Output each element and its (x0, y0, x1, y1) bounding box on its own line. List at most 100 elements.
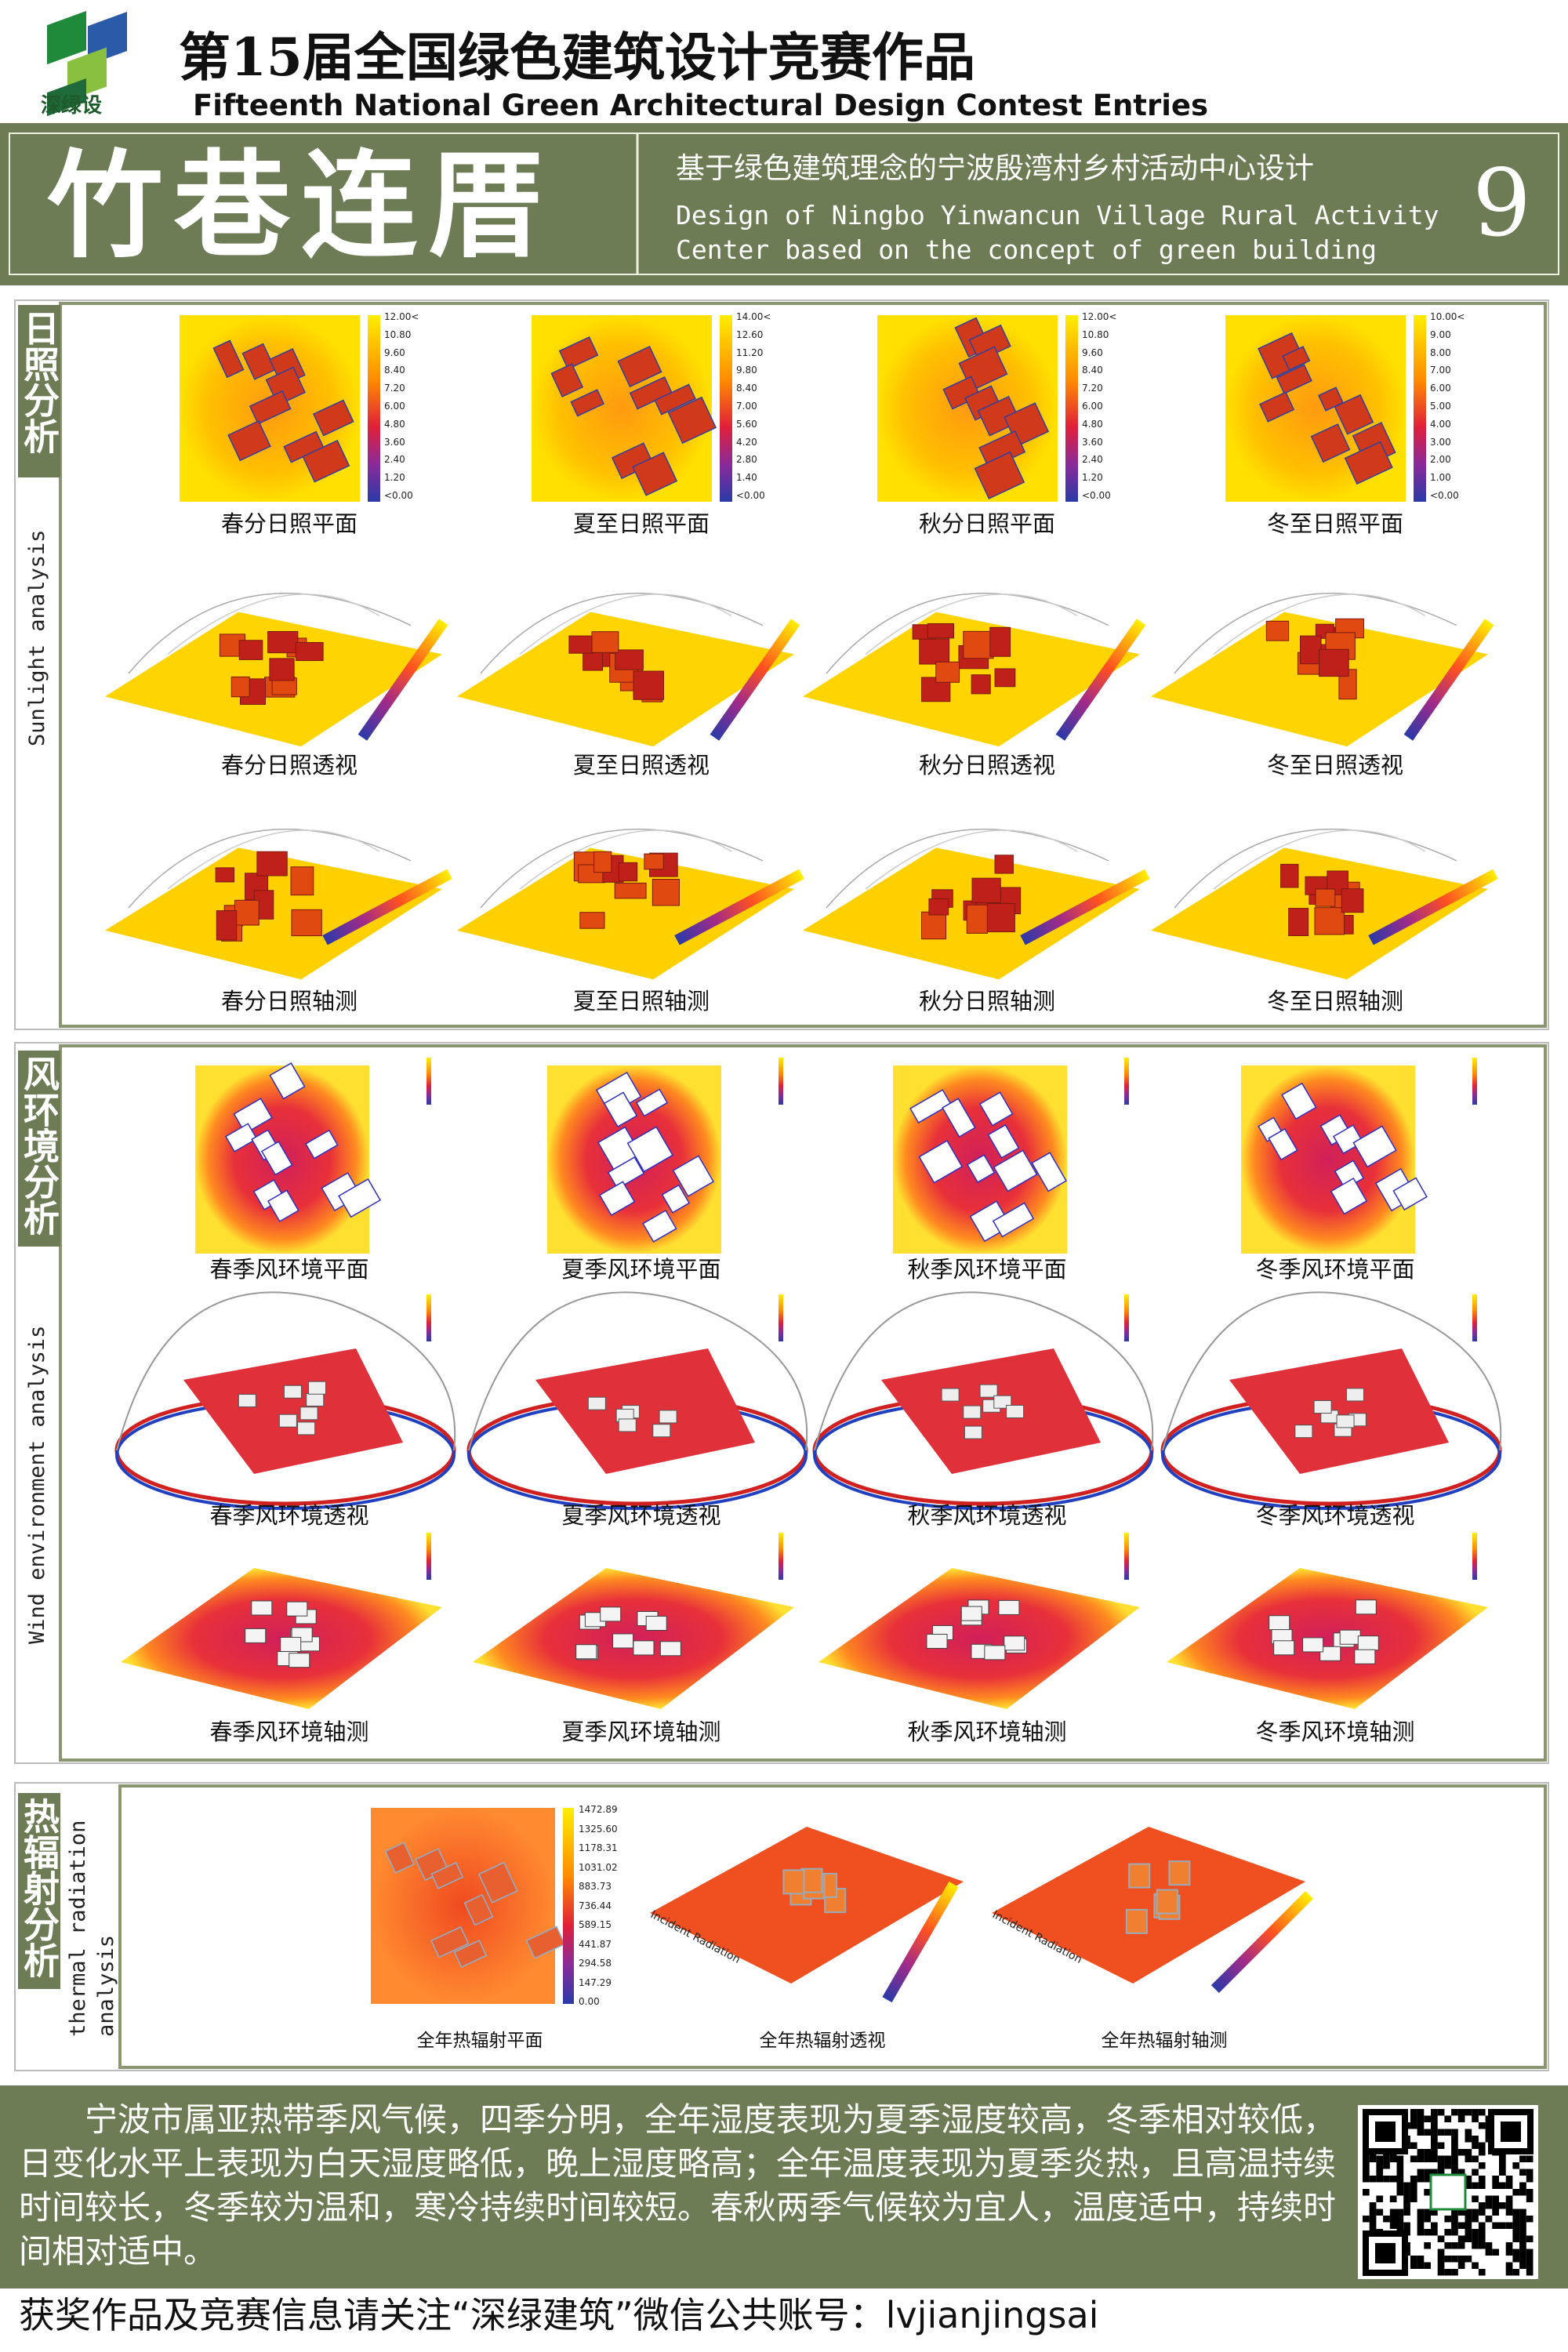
building (260, 1141, 293, 1176)
legend-bar (779, 1058, 783, 1105)
qr-cell (1499, 2162, 1506, 2169)
block (1156, 1889, 1178, 1915)
buildings (550, 336, 717, 496)
block (1125, 1908, 1148, 1934)
legend-bar (1472, 1294, 1477, 1341)
building (233, 1098, 273, 1134)
qr-cell (1424, 2129, 1431, 2136)
qr-cell (1499, 2202, 1506, 2209)
legend-bar (563, 1808, 574, 2004)
block (659, 1410, 677, 1424)
block (645, 1615, 667, 1631)
sky-dome (480, 828, 764, 909)
legend-bar (882, 1881, 959, 2003)
block (1265, 620, 1290, 641)
wind-dome (468, 1291, 808, 1451)
legend-label: <0.00 (736, 490, 765, 501)
qr-cell (1457, 2209, 1465, 2216)
block (1319, 648, 1349, 677)
qr-cell (1451, 2169, 1458, 2176)
qr-cell (1444, 2129, 1452, 2136)
qr-logo (1429, 2173, 1467, 2211)
number: 9 (1472, 149, 1532, 257)
qr-cell (1505, 2182, 1513, 2189)
qr-cell (1512, 2209, 1520, 2216)
caption: 夏季风环境轴测 (561, 1719, 721, 1745)
legend-label: 7.20 (1082, 383, 1103, 394)
qr-cell (1369, 2216, 1377, 2223)
block (1336, 1414, 1355, 1428)
qr-cell (1478, 2235, 1486, 2242)
legend-label: 8.00 (1430, 347, 1451, 358)
qr-cell (1431, 2229, 1438, 2236)
qr-cell (1417, 2256, 1425, 2263)
sky-dome (1174, 593, 1457, 674)
legend-label: 1.20 (1082, 472, 1103, 484)
qr-cell (1472, 2115, 1479, 2122)
qr-cell (1519, 2256, 1526, 2263)
qr-cell (1410, 2256, 1417, 2263)
qr-cell (1389, 2209, 1397, 2216)
qr-cell (1472, 2229, 1479, 2236)
block (297, 1421, 316, 1436)
sky-dome (167, 593, 380, 655)
qr-cell (1437, 2249, 1445, 2256)
buildings (1257, 332, 1396, 485)
legend-label: 1031.02 (579, 1861, 618, 1873)
legend-label: 7.00 (736, 401, 757, 412)
block (1314, 907, 1345, 935)
legend-label: 589.15 (579, 1919, 612, 1930)
block (1354, 1649, 1376, 1664)
qr-cell (1410, 2122, 1417, 2129)
block (618, 862, 638, 882)
caption: 秋分日照透视 (918, 752, 1055, 779)
building (269, 1062, 306, 1100)
building (558, 336, 599, 370)
block (633, 1640, 655, 1656)
qr-cell (1417, 2149, 1425, 2156)
legend-label: 6.00 (1430, 383, 1451, 394)
qr-cell (1485, 2216, 1493, 2223)
subtitle-cn: 基于绿色建筑理念的宁波殷湾村乡村活动中心设计 (676, 151, 1314, 185)
legend-bar (426, 1058, 431, 1105)
block (1339, 1629, 1361, 1645)
block (286, 1601, 308, 1617)
block (1355, 1599, 1377, 1615)
block (919, 638, 950, 665)
block (289, 1653, 310, 1668)
qr-cell (1410, 2195, 1417, 2202)
qr-cell (1396, 2155, 1404, 2162)
caption: 冬季风环境透视 (1255, 1502, 1415, 1529)
caption: 夏季风环境平面 (561, 1256, 721, 1283)
building (212, 339, 245, 379)
qr-cell (1396, 2222, 1404, 2229)
qr-cell (1424, 2209, 1431, 2216)
legend-bar (322, 869, 452, 946)
qr-cell (1526, 2262, 1534, 2269)
section-label-cn: 热辐射分析 (18, 1798, 60, 1978)
qr-cell (1403, 2222, 1410, 2229)
qr-cell (1472, 2262, 1479, 2269)
qr-cell (1437, 2155, 1445, 2162)
block (575, 1644, 597, 1660)
legend-bar (674, 869, 804, 946)
qr-cell (1465, 2235, 1472, 2242)
buildings (942, 317, 1050, 499)
qr-cell (1485, 2242, 1493, 2249)
sky-dome (519, 593, 732, 655)
qr-cell (1417, 2209, 1425, 2216)
qr-cell (1505, 2262, 1513, 2269)
qr-cell (1451, 2209, 1458, 2216)
block (941, 1388, 960, 1402)
block (1315, 888, 1336, 907)
qr-cell (1417, 2122, 1425, 2129)
qr-cell (1472, 2209, 1479, 2216)
qr-cell (1478, 2176, 1486, 2183)
building (974, 451, 1025, 499)
qr-cell (1437, 2109, 1445, 2116)
legend-label: 11.20 (736, 347, 764, 358)
block (1280, 863, 1299, 888)
building (966, 1154, 996, 1184)
qr-cell (1478, 2142, 1486, 2149)
legend-bar (1472, 1058, 1477, 1105)
